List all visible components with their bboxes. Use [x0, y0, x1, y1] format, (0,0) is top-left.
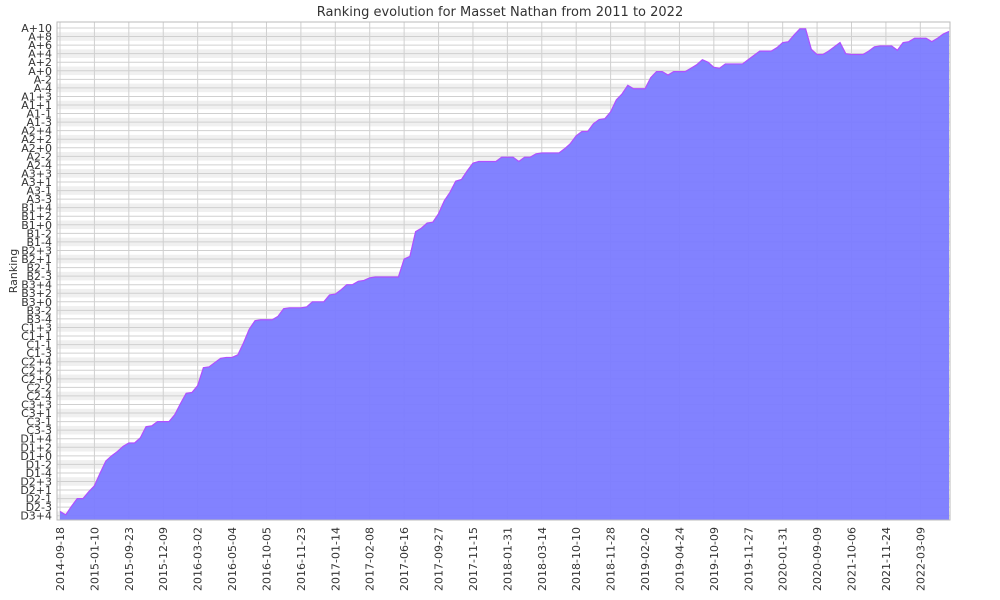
x-tick-label: 2016-03-02: [192, 527, 205, 591]
x-tick-label: 2019-04-24: [673, 527, 686, 591]
x-tick-label: 2015-01-10: [88, 527, 101, 591]
y-tick-label: B3-4: [26, 313, 52, 326]
y-tick-label: A-4: [34, 82, 52, 95]
y-tick-label: D1+4: [20, 433, 52, 446]
x-tick-label: 2017-02-08: [364, 527, 377, 591]
y-tick-label: B1+0: [21, 219, 52, 232]
x-tick-label: 2016-05-04: [226, 527, 239, 591]
y-tick-label: A2-2: [27, 150, 53, 163]
y-tick-label: D3+4: [20, 510, 52, 523]
y-tick-label: D2-1: [26, 493, 52, 506]
y-tick-label: C3-3: [26, 424, 52, 437]
y-axis-label: Ranking: [7, 249, 20, 294]
y-tick-label: C2-4: [26, 390, 52, 403]
y-tick-label: D1-4: [26, 467, 52, 480]
y-tick-label: D1+2: [20, 441, 52, 454]
y-tick-label: B1-4: [26, 236, 52, 249]
y-tick-label: A1-3: [27, 116, 53, 129]
x-tick-label: 2017-01-14: [329, 527, 342, 591]
y-tick-label: C3-1: [26, 416, 52, 429]
x-tick-label: 2017-06-16: [398, 527, 411, 591]
x-tick-label: 2022-03-09: [914, 527, 927, 591]
y-tick-label: A+0: [28, 65, 52, 78]
y-tick-label: A2-4: [27, 159, 53, 172]
x-tick-label: 2020-01-31: [777, 527, 790, 591]
y-tick-label: B2+1: [21, 253, 52, 266]
y-tick-label: A1+1: [21, 99, 52, 112]
y-tick-label: A+8: [28, 31, 52, 44]
y-tick-label: D2+3: [20, 475, 52, 488]
plot-border: [56, 21, 951, 521]
x-tick-label: 2018-03-14: [536, 527, 549, 591]
y-tick-label: B2+3: [21, 244, 52, 257]
x-tick-label: 2017-11-15: [467, 527, 480, 591]
y-tick-label: B1+2: [21, 210, 52, 223]
y-tick-label: C1-3: [26, 347, 52, 360]
y-tick-label: A1+3: [21, 90, 52, 103]
x-tick-label: 2018-11-28: [605, 527, 618, 591]
x-tick-label: 2015-09-23: [123, 527, 136, 591]
x-tick-label: 2021-10-06: [845, 527, 858, 591]
y-tick-label: A+2: [28, 56, 52, 69]
x-tick-label: 2016-11-23: [295, 527, 308, 591]
x-tick-label: 2019-02-02: [639, 527, 652, 591]
y-tick-label: D2-3: [26, 501, 52, 514]
x-tick-label: 2015-12-09: [157, 527, 170, 591]
y-tick-label: A-2: [34, 73, 52, 86]
y-tick-label: C2+4: [21, 356, 52, 369]
y-tick-label: B3+2: [21, 287, 52, 300]
y-tick-label: A+4: [28, 48, 52, 61]
y-tick-label: C1+1: [21, 330, 52, 343]
x-tick-label: 2020-09-09: [811, 527, 824, 591]
area-line: [59, 28, 950, 516]
y-tick-label: C2+0: [21, 373, 52, 386]
y-tick-label: B1+4: [21, 202, 52, 215]
y-tick-label: B3-2: [26, 304, 52, 317]
y-tick-label: D1-2: [26, 458, 52, 471]
y-tick-label: C3+3: [21, 398, 52, 411]
y-tick-label: D1+0: [20, 450, 52, 463]
x-tick-label: 2019-10-09: [708, 527, 721, 591]
x-tick-label: 2021-11-24: [880, 527, 893, 591]
y-tick-label: C2-2: [26, 381, 52, 394]
y-tick-label: A+6: [28, 39, 52, 52]
y-tick-label: B2-3: [26, 270, 52, 283]
x-tick-label: 2014-09-18: [54, 527, 67, 591]
y-tick-label: A3-1: [27, 185, 53, 198]
y-tick-label: D2+1: [20, 484, 52, 497]
x-tick-label: 2016-10-05: [260, 527, 273, 591]
x-tick-label: 2018-01-31: [501, 527, 514, 591]
y-tick-label: B3+0: [21, 296, 52, 309]
y-tick-label: A3-3: [27, 193, 53, 206]
chart-title: Ranking evolution for Masset Nathan from…: [317, 5, 683, 20]
y-tick-label: C2+2: [21, 364, 52, 377]
y-tick-label: A2+0: [21, 142, 52, 155]
y-tick-label: C1+3: [21, 321, 52, 334]
y-tick-label: A2+2: [21, 133, 52, 146]
y-tick-label: C1-1: [26, 339, 52, 352]
y-tick-label: A1-1: [27, 108, 53, 121]
x-tick-label: 2017-09-27: [433, 527, 446, 591]
y-tick-label: C3+1: [21, 407, 52, 420]
x-tick-label: 2019-11-27: [742, 527, 755, 591]
y-tick-label: B1-2: [26, 227, 52, 240]
area: [60, 28, 949, 520]
y-tick-label: B2-1: [26, 262, 52, 275]
y-tick-label: A3+1: [21, 176, 52, 189]
y-tick-label: B3+4: [21, 279, 52, 292]
y-tick-label: A2+4: [21, 125, 52, 138]
x-tick-label: 2018-10-10: [570, 527, 583, 591]
y-tick-label: A3+3: [21, 167, 52, 180]
y-tick-label: A+10: [21, 22, 52, 35]
